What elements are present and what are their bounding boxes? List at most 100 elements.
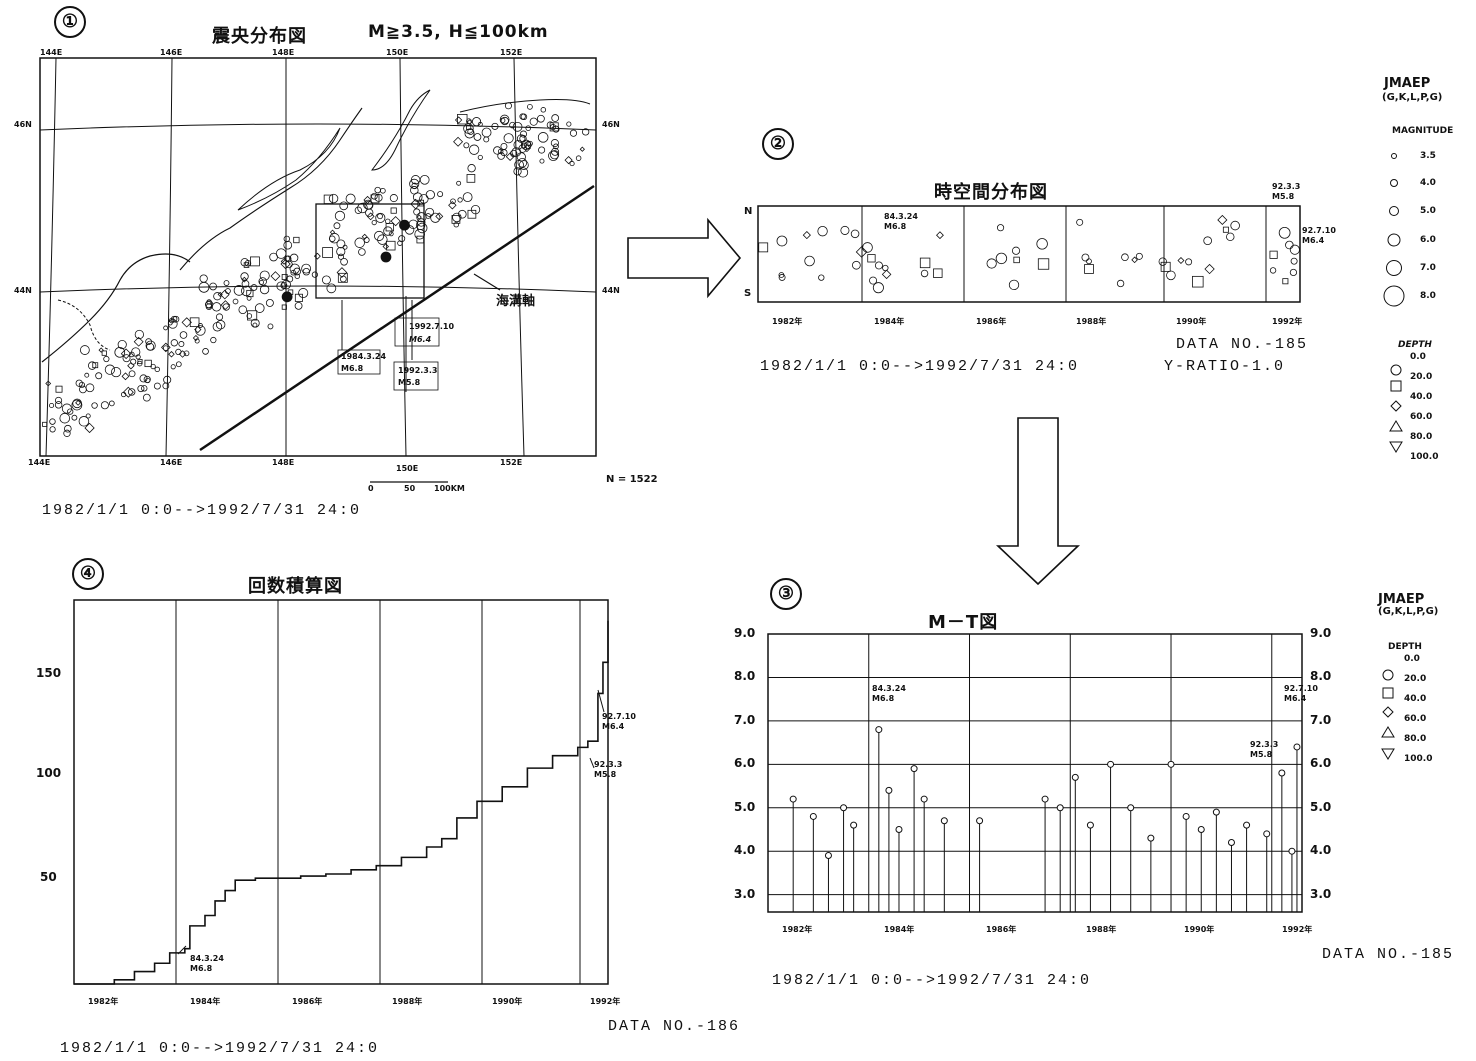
depth-label: 0.0 [1404,654,1420,664]
epicenter-marker [537,132,549,143]
epicenter-marker [463,142,470,149]
st-marker [852,260,861,270]
epicenter-marker [363,199,374,210]
epicenter-marker [540,107,547,113]
panel4-number: ④ [72,558,104,590]
epicenter-marker [153,382,161,390]
epicenter-marker [457,197,463,203]
epicenter-marker [55,385,63,393]
annot-box [393,361,439,391]
year-tick: 1984年 [874,317,905,326]
epicenter-marker [410,186,419,195]
st-marker [1076,218,1084,226]
epicenter-marker [139,374,148,383]
epicenter-marker [183,350,190,357]
epicenter-marker [413,208,421,216]
epicenter-marker [500,116,509,126]
epicenter-marker [213,292,222,301]
epicenter-marker [525,125,532,131]
cum-ytick: 50 [40,870,57,884]
panel2-y-ratio: Y-RATIO-1.0 [1164,358,1286,375]
st-marker [920,269,929,278]
epicenter-marker [491,122,499,130]
epicenter-marker [366,212,375,221]
annot-date: 1992.7.10 [409,322,455,331]
epicenter-marker [289,253,299,263]
coastline [459,99,591,113]
epicenter-marker [505,152,515,162]
epicenter-marker [114,346,126,358]
mt-grid [768,633,1302,912]
epicenter-marker [298,288,309,299]
st-marker [1011,246,1021,255]
epicenter-marker [370,194,380,204]
epicenter-marker [59,412,71,424]
st-annot-date: 92.3.3 [1272,182,1301,191]
epicenter-marker [220,300,231,310]
epicenter-marker [340,257,348,266]
cum-frame [73,599,609,985]
st-marker [1116,279,1125,288]
cum-annot-leader [177,945,187,955]
parallel [39,285,597,293]
st-marker [872,282,884,294]
epicenter-marker [141,385,148,392]
epicenter-marker [285,260,293,269]
epicenter-marker [120,348,132,360]
st-marker [1282,278,1289,285]
st-marker [1084,264,1094,274]
scale-mid-label: 150E [396,464,419,473]
epicenter-marker [334,210,346,222]
st-marker [1269,250,1278,259]
st-marker [1217,214,1228,226]
st-marker [1086,258,1092,265]
year-tick: 1992年 [1282,925,1313,934]
epicenter-marker [104,364,116,375]
panel1-period: 1982/1/1 0:0-->1992/7/31 24:0 [42,502,362,519]
epicenter-marker [133,336,144,347]
epicenter-marker [371,220,377,226]
panel1-title: 震央分布図 [212,26,307,47]
epicenter-marker [416,235,425,244]
epicenter-marker [280,258,291,270]
epicenter-marker [500,142,508,150]
year-tick: 1990年 [492,997,523,1006]
epicenter-marker [232,298,239,305]
annot-box [337,349,381,375]
depth-title: DEPTH [1398,340,1432,350]
st-marker [1166,270,1176,281]
epicenter-marker [111,366,122,378]
epicenter-marker [518,144,527,153]
epicenter-marker [194,325,202,334]
st-marker [1158,257,1167,266]
meridian [165,57,173,457]
event-count: N = 1522 [606,474,658,485]
epicenter-marker [569,161,575,167]
epicenter-marker [163,325,169,331]
st-marker [919,257,931,269]
epicenter-marker [101,350,107,356]
mt-marker [940,817,948,825]
mt-annot-mag: M6.4 [1284,694,1307,703]
panel2-period: 1982/1/1 0:0-->1992/7/31 24:0 [760,358,1080,375]
lon-label: 148E [272,48,295,57]
depth-label: 100.0 [1410,452,1439,462]
year-tick: 1984年 [884,925,915,934]
st-marker [874,261,883,270]
epicenter-marker [168,351,175,358]
panel2-data-no: DATA NO.-185 [1176,336,1309,353]
epicenter-marker [238,305,248,315]
epicenter-marker [466,119,473,126]
st-annot-mag: M5.8 [1272,192,1295,201]
st-marker [776,235,788,247]
epicenter-marker [49,426,56,433]
mt-marker [885,786,893,794]
st-marker [1230,220,1240,231]
epicenter-marker [142,393,151,402]
mt-marker [1167,760,1175,768]
cum-annot-date: 92.3.3 [594,760,623,769]
year-tick: 1984年 [190,997,221,1006]
epicenter-marker [95,372,103,380]
epicenter-marker [285,255,292,262]
panel1-number: ① [54,6,86,38]
